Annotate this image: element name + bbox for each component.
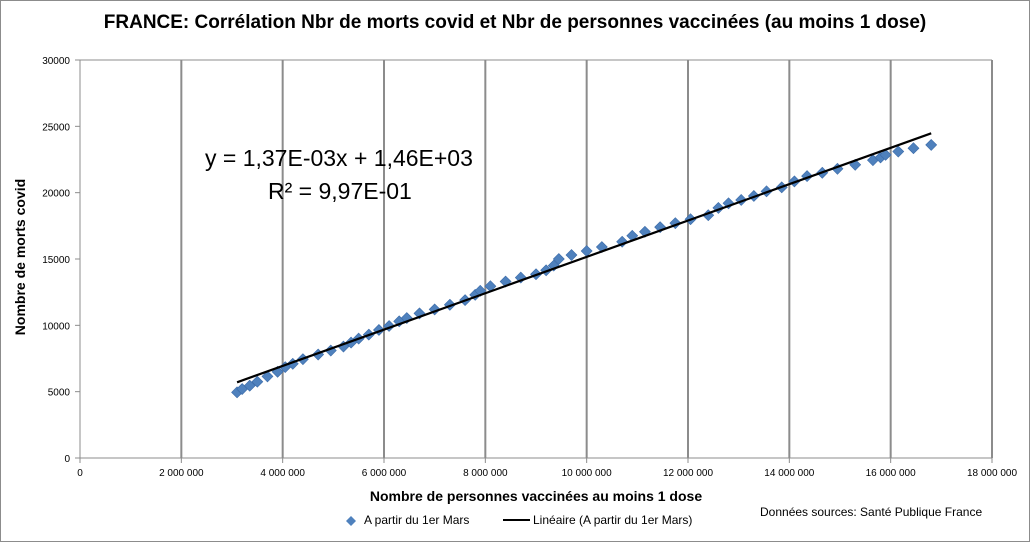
data-point — [251, 375, 264, 388]
trendline-equation: y = 1,37E-03x + 1,46E+03 — [205, 145, 473, 171]
chart-title: FRANCE: Corrélation Nbr de morts covid e… — [103, 12, 927, 33]
x-tick-label: 14 000 000 — [764, 468, 814, 479]
trendline-r2: R² = 9,97E-01 — [268, 178, 412, 204]
legend-marks — [346, 516, 530, 526]
trendline — [236, 132, 932, 384]
gridlines — [180, 60, 993, 458]
data-point — [243, 379, 256, 392]
data-point — [925, 138, 938, 151]
data-points — [231, 138, 938, 399]
x-tick-label: 8 000 000 — [463, 468, 508, 479]
y-tick-label: 5000 — [48, 388, 71, 399]
trendline-line — [236, 132, 932, 384]
y-tick-label: 10000 — [42, 321, 70, 332]
data-point — [907, 142, 920, 155]
data-point — [892, 145, 905, 158]
y-tick-label: 25000 — [42, 122, 70, 133]
x-tick-labels: 0 2 000 000 4 000 000 6 000 000 8 000 000 10 … — [77, 468, 1017, 479]
y-tick-label: 20000 — [42, 189, 70, 200]
x-tick-label: 10 000 000 — [562, 468, 612, 479]
data-point — [879, 148, 892, 161]
x-tick-label: 16 000 000 — [866, 468, 916, 479]
legend-series-label: A partir du 1er Mars — [364, 513, 470, 527]
legend-trendline-label: Linéaire (A partir du 1er Mars) — [533, 513, 693, 527]
data-point — [261, 370, 274, 383]
x-tick-label: 6 000 000 — [362, 468, 407, 479]
y-tick-labels: 0 5000 10000 15000 20000 25000 30000 — [42, 56, 70, 465]
y-tick-label: 15000 — [42, 255, 70, 266]
x-tick-label: 4 000 000 — [260, 468, 305, 479]
axes — [75, 59, 993, 463]
x-tick-label: 0 — [77, 468, 83, 479]
x-tick-label: 2 000 000 — [159, 468, 204, 479]
data-source-note: Données sources: Santé Publique France — [760, 505, 983, 519]
x-axis-label: Nombre de personnes vaccinées au moins 1… — [369, 488, 703, 504]
data-point — [552, 253, 565, 265]
y-tick-label: 30000 — [42, 56, 70, 67]
legend-series-marker — [346, 516, 356, 526]
y-tick-label: 0 — [64, 454, 70, 465]
data-point — [565, 249, 578, 261]
x-tick-label: 18 000 000 — [967, 468, 1017, 479]
x-tick-label: 12 000 000 — [663, 468, 713, 479]
